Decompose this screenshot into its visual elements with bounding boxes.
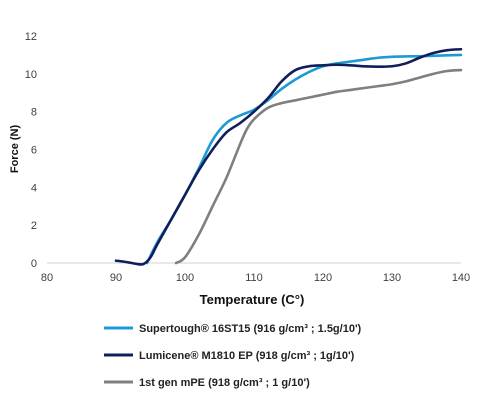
x-tick-label: 80 — [41, 272, 53, 284]
x-axis-title: Temperature (C°) — [200, 292, 305, 307]
x-tick-label: 140 — [452, 272, 470, 284]
y-axis-title: Force (N) — [9, 125, 21, 174]
y-tick-label: 6 — [31, 145, 37, 157]
x-tick-label: 130 — [383, 272, 401, 284]
y-tick-label: 4 — [31, 182, 37, 194]
legend-label: 1st gen mPE (918 g/cm³ ; 1 g/10') — [139, 377, 310, 389]
x-tick-label: 110 — [245, 272, 263, 284]
axes: 80 90 100 110 120 130 140 0 2 4 6 8 10 12 — [25, 31, 470, 284]
y-tick-label: 2 — [31, 220, 37, 232]
series-line-1st-gen-mpe — [174, 68, 463, 265]
legend: Supertough® 16ST15 (916 g/cm³ ; 1.5g/10'… — [104, 323, 362, 389]
plot-area — [114, 47, 463, 266]
legend-item-1st-gen-mpe: 1st gen mPE (918 g/cm³ ; 1 g/10') — [104, 377, 310, 389]
x-tick-label: 90 — [110, 272, 122, 284]
legend-item-lumicene: Lumicene® M1810 EP (918 g/cm³ ; 1g/10') — [104, 350, 355, 362]
y-tick-label: 12 — [25, 31, 37, 43]
x-tick-label: 100 — [176, 272, 194, 284]
legend-item-supertough: Supertough® 16ST15 (916 g/cm³ ; 1.5g/10'… — [104, 323, 362, 335]
legend-label: Lumicene® M1810 EP (918 g/cm³ ; 1g/10') — [139, 350, 355, 362]
y-tick-label: 8 — [31, 107, 37, 119]
series-line-lumicene — [114, 47, 463, 266]
x-tick-label: 120 — [314, 272, 332, 284]
y-tick-label: 10 — [25, 69, 37, 81]
series-line-supertough — [145, 53, 463, 265]
legend-label: Supertough® 16ST15 (916 g/cm³ ; 1.5g/10'… — [139, 323, 362, 335]
y-tick-label: 0 — [31, 258, 37, 270]
